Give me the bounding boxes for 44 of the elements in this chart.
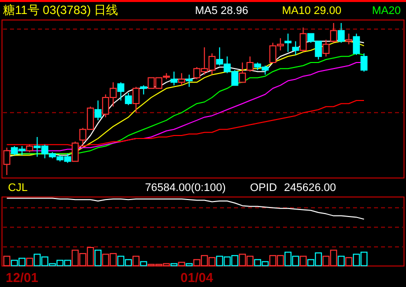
candlestick <box>216 46 224 66</box>
candlestick <box>314 40 322 60</box>
candlestick <box>238 62 246 83</box>
candlestick <box>345 33 352 45</box>
candlestick <box>292 40 300 56</box>
candlestick <box>300 27 307 52</box>
candlestick <box>352 33 360 56</box>
text: CJL <box>8 182 28 194</box>
candlestick <box>246 56 254 72</box>
candlestick <box>338 22 345 44</box>
x-tick-label: 12/01 <box>6 270 38 285</box>
candlestick <box>132 86 140 114</box>
candlestick <box>276 38 284 51</box>
candlestick <box>41 144 48 159</box>
candlestick <box>102 94 110 118</box>
candlestick <box>208 52 216 76</box>
candlestick <box>3 147 10 176</box>
text: 245626.00 <box>284 182 336 194</box>
candlestick <box>330 22 338 44</box>
candlestick <box>170 71 178 86</box>
candlestick <box>110 82 117 108</box>
candlestick <box>322 39 330 57</box>
candlestick <box>140 84 148 95</box>
candlestick <box>178 72 186 86</box>
candlestick <box>94 100 102 121</box>
candlestick <box>186 74 193 88</box>
text: MA5 28.96 <box>195 5 248 17</box>
text: 76584.00(0:100) <box>145 182 226 194</box>
series-label: OPID <box>250 182 277 194</box>
candlestick <box>360 52 368 72</box>
candlestick <box>284 33 292 52</box>
candlestick <box>262 65 269 76</box>
candlestick <box>79 127 86 146</box>
chart-title: 糖11号 03(3783) 日线 <box>3 3 118 17</box>
candlestick <box>18 146 26 156</box>
x-tick-label: 01/04 <box>180 270 214 285</box>
text: MA20 <box>372 5 401 17</box>
text: MA10 29.00 <box>282 5 342 17</box>
candlestick <box>200 46 208 76</box>
candlestick <box>117 82 124 102</box>
candlestick <box>224 56 231 74</box>
candlestick <box>64 153 72 164</box>
candlestick <box>124 92 132 106</box>
candlestick <box>34 136 41 158</box>
